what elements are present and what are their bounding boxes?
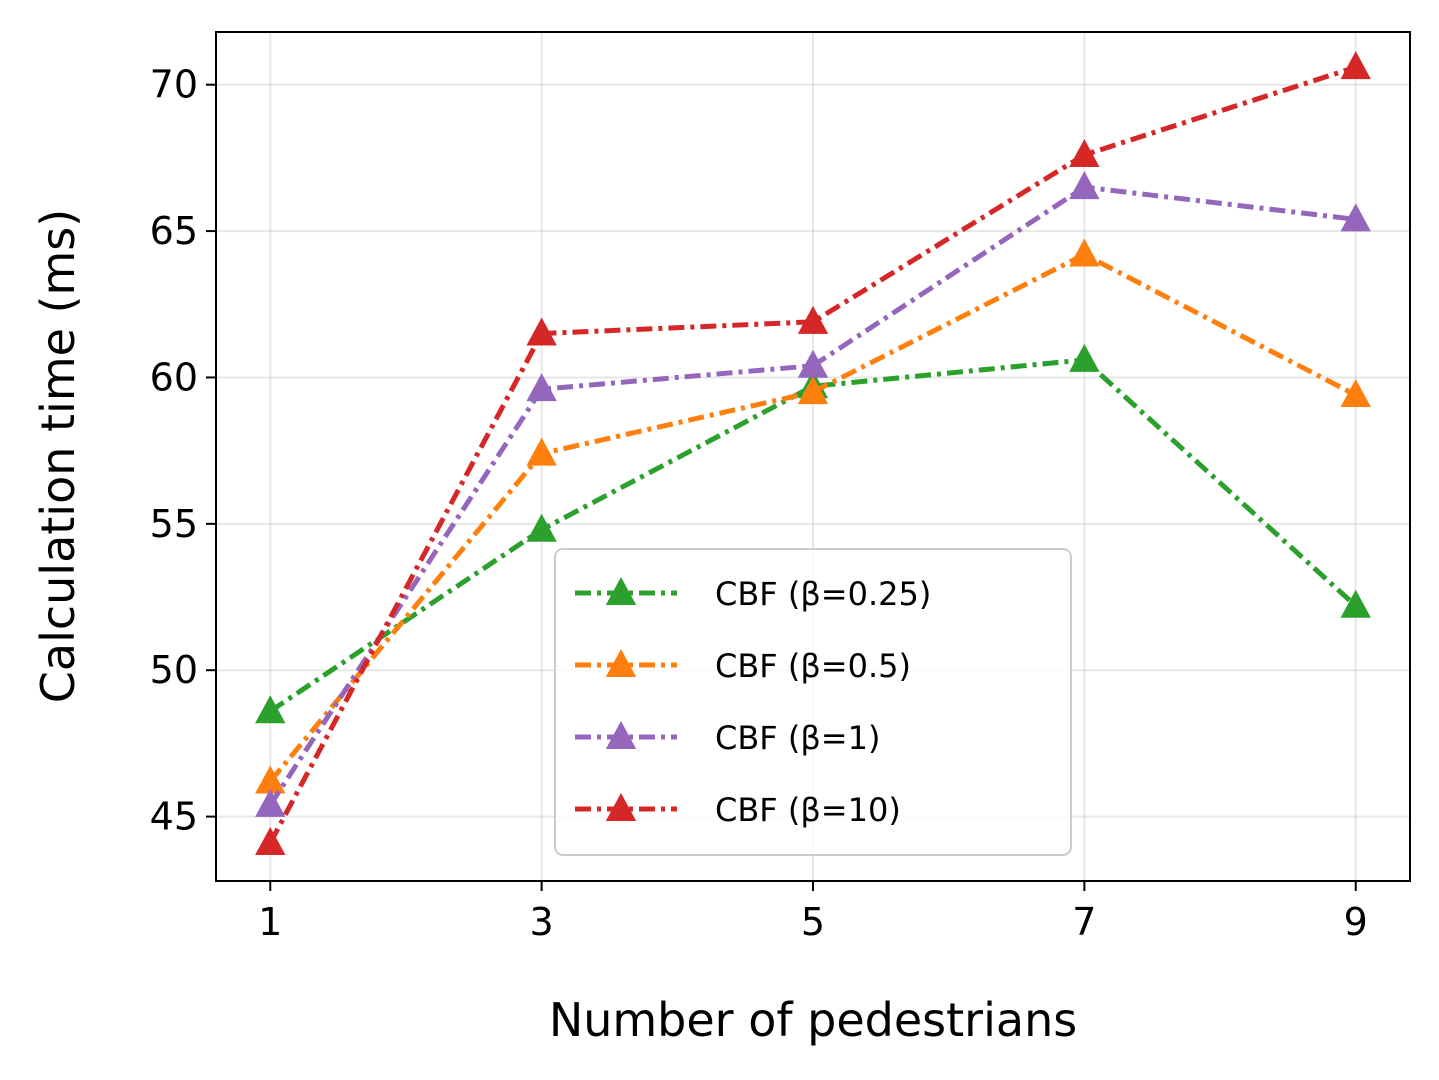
y-tick-label: 60	[150, 355, 198, 399]
data-point-marker	[1069, 238, 1100, 267]
legend-item: CBF (β=0.25)	[575, 575, 931, 613]
data-point-marker	[797, 376, 829, 405]
data-point-marker	[1340, 203, 1371, 232]
data-point-marker	[255, 695, 286, 724]
y-tick-label: 55	[150, 502, 198, 546]
data-point-marker	[1069, 343, 1100, 372]
data-point-marker	[797, 349, 829, 378]
data-point-marker	[1340, 589, 1371, 618]
x-tick-label: 5	[801, 900, 825, 944]
x-tick-label: 1	[258, 900, 282, 944]
data-point-marker	[1069, 171, 1100, 200]
x-tick-label: 9	[1344, 900, 1368, 944]
data-point-marker	[526, 317, 557, 346]
legend: CBF (β=0.25) CBF (β=0.5) CBF (β=1) CBF (β=1…	[554, 548, 1072, 856]
data-point-marker	[526, 513, 557, 542]
legend-marker	[605, 649, 637, 677]
y-axis-ticks: 45 50 55 60 65 70	[150, 63, 216, 839]
legend-label: CBF (β=0.5)	[715, 647, 911, 685]
legend-label: CBF (β=0.25)	[715, 575, 931, 613]
y-tick-label: 50	[150, 648, 198, 692]
x-tick-label: 3	[530, 900, 554, 944]
series-1	[255, 238, 1371, 794]
y-axis-title: Calculation time (ms)	[31, 209, 85, 703]
series-layer	[255, 51, 1371, 855]
legend-label: CBF (β=1)	[715, 719, 880, 757]
y-tick-label: 65	[150, 209, 198, 253]
legend-marker	[605, 577, 637, 605]
x-axis-title: Number of pedestrians	[549, 993, 1077, 1047]
y-tick-label: 70	[150, 63, 198, 107]
legend-label: CBF (β=10)	[715, 791, 901, 829]
series-3	[255, 51, 1371, 855]
series-2	[255, 171, 1371, 817]
data-point-marker	[526, 373, 557, 402]
legend-marker	[605, 793, 637, 821]
series-line	[268, 64, 1357, 845]
data-point-marker	[797, 305, 829, 334]
x-tick-label: 7	[1072, 900, 1096, 944]
y-tick-label: 45	[150, 795, 198, 839]
data-point-marker	[255, 765, 286, 794]
data-point-marker	[255, 788, 286, 817]
legend-item: CBF (β=10)	[575, 791, 901, 829]
data-point-marker	[1069, 138, 1100, 167]
legend-marker	[605, 721, 637, 749]
legend-item: CBF (β=1)	[575, 719, 880, 757]
data-point-marker	[255, 826, 286, 855]
legend-item: CBF (β=0.5)	[575, 647, 911, 685]
legend-box	[554, 548, 1072, 856]
data-point-marker	[1340, 379, 1371, 408]
x-axis-ticks: 1 3 5 7 9	[258, 881, 1368, 944]
data-point-marker	[1340, 51, 1371, 80]
data-point-marker	[526, 437, 557, 466]
